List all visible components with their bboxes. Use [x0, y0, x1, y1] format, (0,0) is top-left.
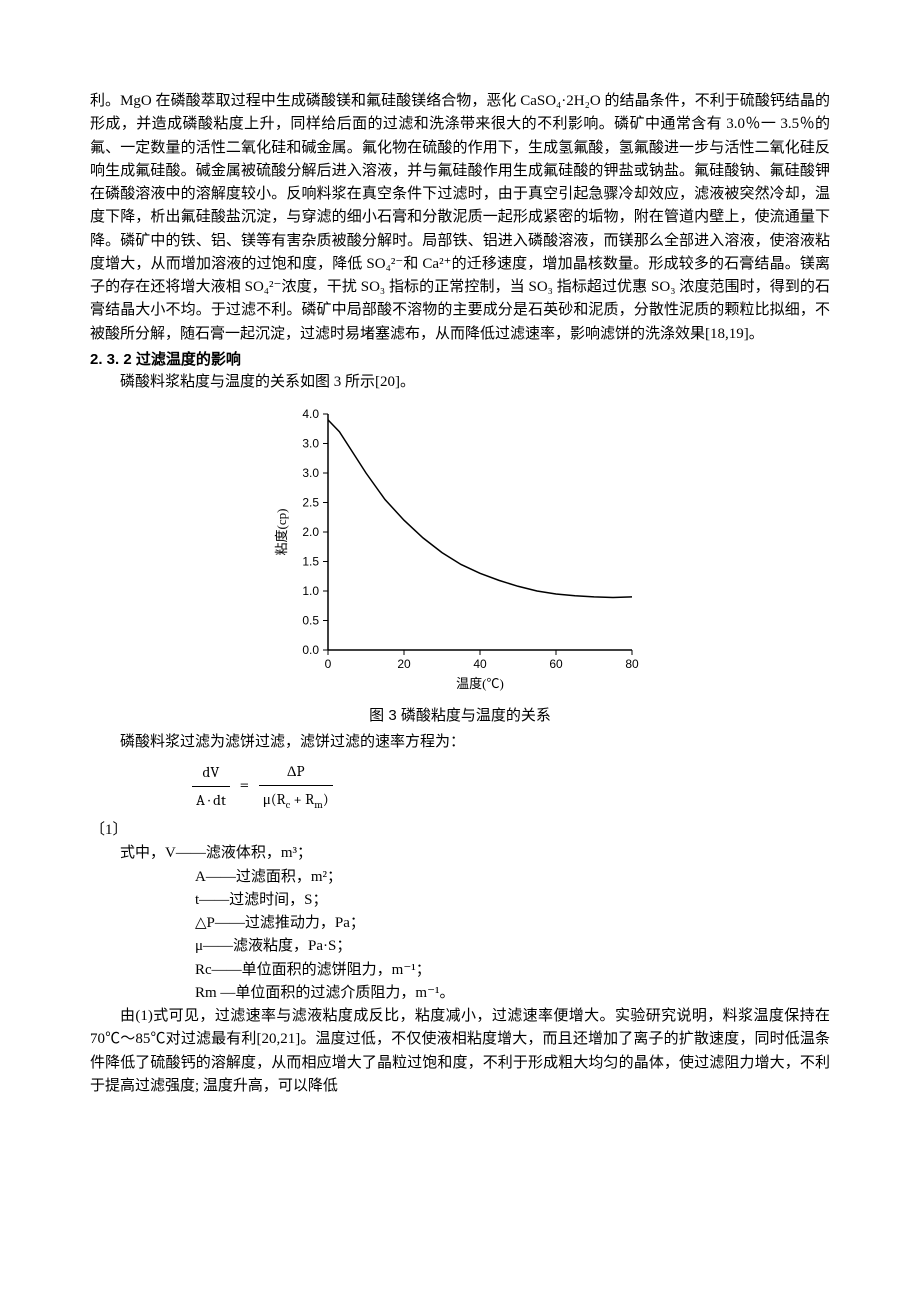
svg-text:2.5: 2.5	[302, 496, 319, 510]
eq-right-den: μ(Rc + Rm)	[259, 786, 333, 815]
svg-text:1.0: 1.0	[302, 584, 319, 598]
paragraph-3: 磷酸料浆过滤为滤饼过滤，滤饼过滤的速率方程为：	[90, 731, 830, 754]
variable-definitions: 式中，V——滤液体积，m³； A——过滤面积，m²； t——过滤时间，S； △P…	[158, 842, 831, 1005]
paragraph-4: 由(1)式可见，过滤速率与滤液粘度成反比，粘度减小，过滤速率便增大。实验研究说明…	[90, 1005, 830, 1098]
eq-left-den: A · dt	[192, 787, 230, 814]
svg-text:2.0: 2.0	[302, 525, 319, 539]
var-dP: △P——过滤推动力，Pa；	[195, 912, 830, 935]
svg-text:温度(℃): 温度(℃)	[456, 676, 504, 691]
svg-text:0.0: 0.0	[302, 643, 319, 657]
heading-2-3-2: 2. 3. 2 过滤温度的影响	[90, 348, 830, 369]
equation-1: dV A · dt = ΔP μ(Rc + Rm)	[192, 758, 830, 815]
viscosity-temperature-chart: 0.0 0.5 1.0 1.5 2.0 2.5 3.0 3.0 4.0 0 20 40 60 80 温度(℃…	[90, 400, 830, 700]
paragraph-1: 利。MgO 在磷酸萃取过程中生成磷酸镁和氟硅酸镁络合物，恶化 CaSO₄·2H₂…	[90, 90, 830, 346]
svg-text:40: 40	[473, 657, 487, 671]
svg-text:粘度(cp): 粘度(cp)	[274, 509, 289, 556]
equals-sign: =	[240, 776, 249, 795]
var-t: t——过滤时间，S；	[195, 889, 830, 912]
eq-left-num: dV	[192, 759, 230, 787]
svg-text:0: 0	[325, 657, 332, 671]
paragraph-2: 磷酸料浆粘度与温度的关系如图 3 所示[20]。	[90, 371, 830, 394]
var-Rm: Rm —单位面积的过滤介质阻力，m⁻¹。	[195, 982, 830, 1005]
svg-text:60: 60	[549, 657, 563, 671]
svg-text:80: 80	[625, 657, 639, 671]
var-Rc: Rc——单位面积的滤饼阻力，m⁻¹；	[195, 959, 830, 982]
svg-text:4.0: 4.0	[302, 407, 319, 421]
var-A: A——过滤面积，m²；	[195, 866, 830, 889]
var-mu: μ——滤液粘度，Pa·S；	[195, 935, 830, 958]
svg-text:3.0: 3.0	[302, 437, 319, 451]
svg-text:3.0: 3.0	[302, 466, 319, 480]
equation-label: 〔1〕	[90, 819, 830, 842]
var-lead: 式中，V——滤液体积，m³；	[120, 842, 830, 865]
svg-text:1.5: 1.5	[302, 555, 319, 569]
eq-right-num: ΔP	[259, 758, 333, 786]
chart-caption: 图 3 磷酸粘度与温度的关系	[90, 704, 830, 725]
svg-text:20: 20	[397, 657, 411, 671]
svg-text:0.5: 0.5	[302, 614, 319, 628]
